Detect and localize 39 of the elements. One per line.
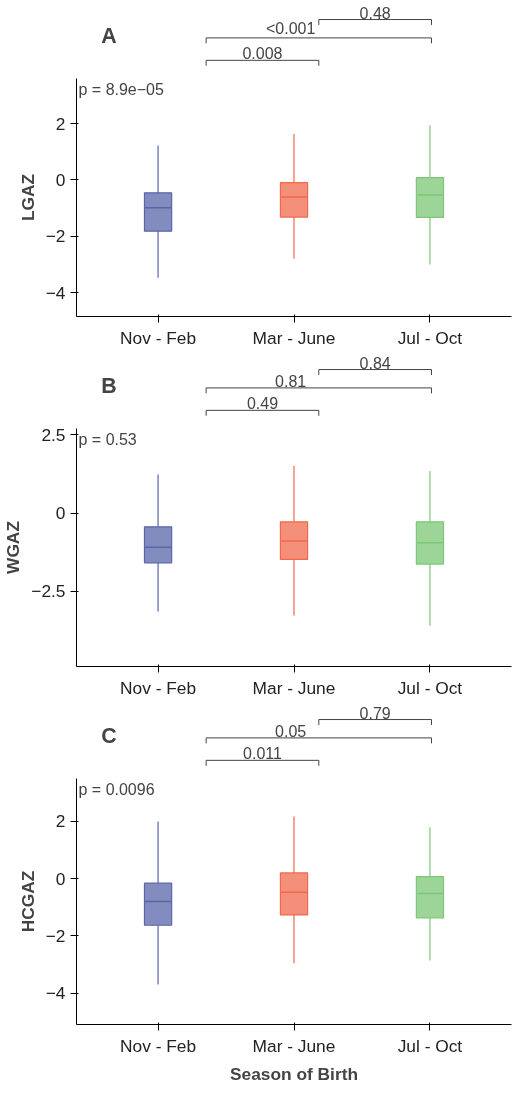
text: 0.79 — [359, 704, 391, 722]
text: 0.011 — [243, 745, 282, 763]
y-tick-label: −2 — [45, 925, 66, 946]
x-tick-label: Mar - June — [252, 1035, 336, 1056]
text: B — [101, 374, 117, 399]
annotation: p = 8.9e−05 — [78, 80, 165, 98]
y-tick-label: 0 — [55, 169, 66, 190]
y-axis-title: WGAZ — [3, 520, 24, 574]
y-tick-label: −4 — [45, 282, 66, 303]
annotation: p = 0.0096 — [78, 780, 155, 798]
y-axis-title: HCGAZ — [17, 870, 38, 933]
x-tick-label: Nov - Feb — [120, 327, 197, 348]
y-axis-title: LGAZ — [17, 173, 38, 222]
text: 0.81 — [275, 372, 307, 390]
x-tick-label: Mar - June — [252, 677, 336, 698]
x-tick-label: Jul - Oct — [397, 1035, 463, 1056]
x-tick-label: Nov - Feb — [120, 1035, 197, 1056]
x-tick-label: Mar - June — [252, 327, 336, 348]
x-axis-title: Season of Birth — [229, 1063, 359, 1084]
text: C — [101, 724, 117, 749]
text: 0.05 — [275, 722, 307, 740]
text: 0.008 — [242, 45, 283, 63]
text: A — [101, 24, 117, 49]
text: 0.84 — [359, 354, 391, 372]
x-tick-label: Jul - Oct — [397, 677, 463, 698]
text: <0.001 — [265, 19, 316, 37]
y-tick-label: −2.5 — [31, 581, 66, 602]
text: 0.49 — [246, 395, 279, 413]
text: 0.48 — [359, 4, 391, 22]
y-tick-label: 0 — [55, 503, 66, 524]
y-tick-label: −4 — [45, 983, 66, 1004]
annotation: p = 0.53 — [78, 430, 137, 448]
x-tick-label: Nov - Feb — [120, 677, 197, 698]
y-tick-label: 0 — [55, 868, 66, 889]
y-tick-label: 2 — [55, 811, 66, 832]
y-tick-label: 2.5 — [41, 424, 66, 445]
x-tick-label: Jul - Oct — [397, 327, 463, 348]
y-tick-label: −2 — [45, 226, 66, 247]
y-tick-label: 2 — [55, 113, 66, 134]
